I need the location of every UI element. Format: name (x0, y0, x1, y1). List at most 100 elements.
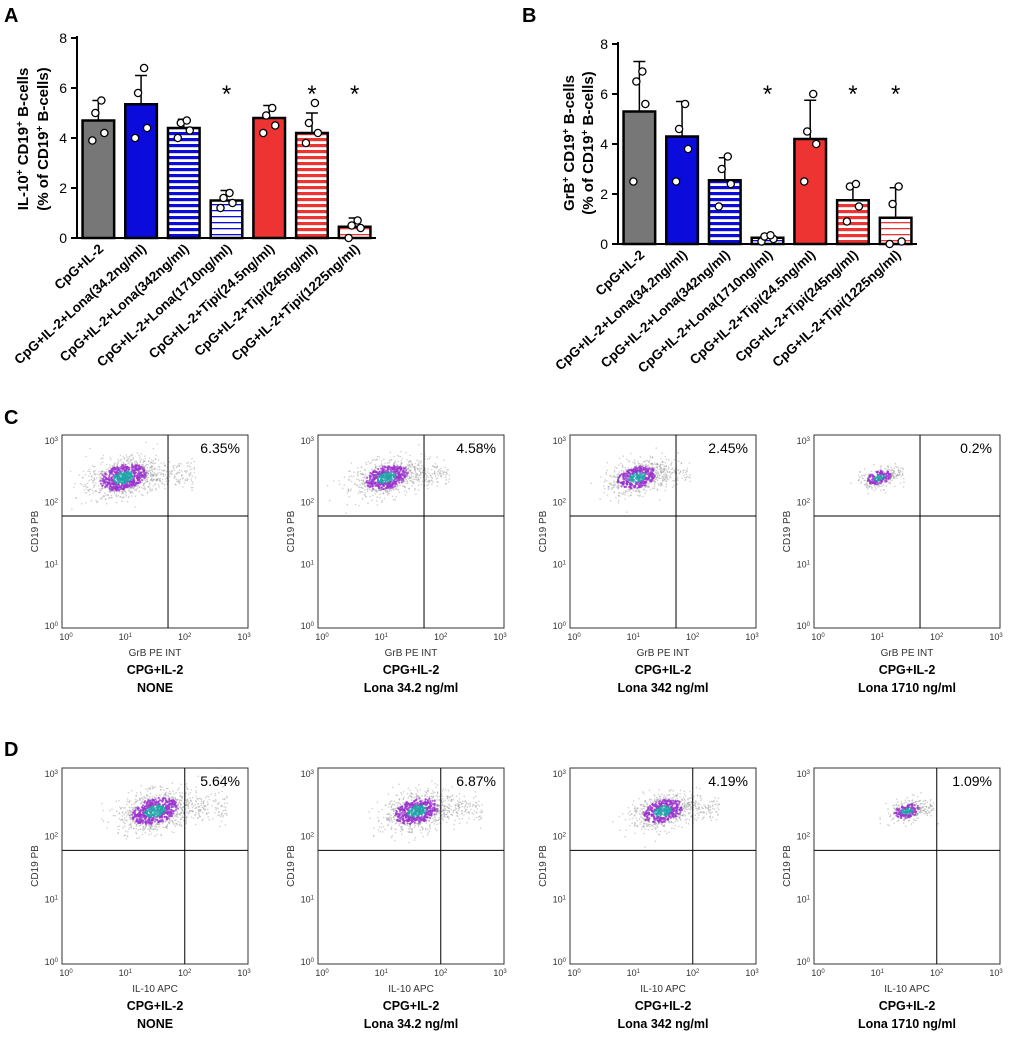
event-dot (365, 479, 369, 482)
event-dot (88, 479, 90, 482)
event-dot (161, 800, 164, 803)
event-dot (126, 819, 128, 822)
event-dot (150, 478, 153, 481)
event-dot (418, 825, 420, 827)
event-dot (857, 479, 859, 482)
event-dot (186, 462, 188, 465)
event-dot (356, 478, 358, 481)
event-dot (387, 824, 389, 827)
event-dot (144, 473, 147, 476)
event-dot (897, 469, 899, 472)
event-dot (218, 825, 221, 828)
event-dot (217, 791, 220, 794)
data-point (270, 121, 280, 130)
event-dot (617, 502, 620, 504)
event-dot (388, 459, 391, 462)
event-dot (149, 815, 152, 818)
event-dot (893, 467, 896, 470)
event-dot (179, 799, 181, 801)
event-dot (441, 470, 444, 472)
event-dot (163, 469, 166, 471)
event-dot (438, 472, 441, 475)
event-dot (172, 790, 174, 792)
event-dot (152, 447, 155, 450)
event-dot (415, 787, 417, 789)
data-point (842, 217, 852, 226)
event-dot (222, 814, 224, 817)
event-dot (887, 480, 889, 483)
event-dot (657, 472, 659, 474)
event-dot (361, 482, 364, 484)
event-dot (132, 487, 134, 490)
event-dot (149, 466, 151, 469)
event-dot (181, 477, 184, 480)
event-dot (644, 484, 647, 487)
event-dot (150, 475, 152, 478)
event-dot (156, 474, 158, 476)
event-dot (178, 481, 180, 484)
event-dot (85, 487, 88, 489)
event-dot (648, 461, 650, 464)
event-dot (392, 803, 394, 806)
event-dot (633, 472, 636, 475)
event-dot (84, 483, 86, 486)
event-dot (349, 490, 352, 492)
event-dot (643, 460, 645, 463)
event-dot (679, 471, 681, 474)
event-dot (156, 797, 158, 799)
event-dot (868, 485, 871, 488)
event-dot (172, 810, 175, 813)
event-dot (414, 466, 417, 468)
event-dot (225, 809, 227, 811)
event-dot (363, 476, 366, 479)
event-dot (164, 488, 166, 490)
event-dot (425, 473, 427, 475)
data-point (173, 133, 183, 143)
x-axis-tick: 101 (375, 632, 389, 642)
event-dot (430, 476, 433, 479)
event-dot (628, 489, 631, 492)
event-dot (140, 793, 143, 795)
event-dot (378, 480, 381, 483)
event-dot (107, 467, 110, 470)
event-dot (367, 460, 370, 463)
event-dot (444, 789, 447, 791)
event-dot (395, 476, 398, 479)
data-point (638, 67, 647, 76)
event-dot (887, 476, 891, 479)
event-dot (895, 475, 897, 477)
event-dot (653, 480, 655, 483)
event-dot (197, 817, 199, 819)
event-dot (128, 466, 131, 469)
event-dot (417, 489, 420, 491)
event-dot (612, 484, 615, 487)
event-dot (112, 473, 115, 476)
event-dot (410, 460, 412, 463)
event-dot (662, 471, 665, 473)
event-dot (207, 803, 209, 805)
event-dot (151, 798, 154, 801)
event-dot (883, 475, 886, 478)
event-dot (891, 469, 893, 471)
event-dot (414, 467, 416, 470)
event-dot (138, 799, 141, 802)
event-dot (93, 486, 95, 488)
event-dot (392, 473, 395, 476)
event-dot (139, 791, 142, 794)
event-dot (397, 484, 399, 487)
event-dot (109, 466, 112, 468)
event-dot (408, 476, 411, 478)
event-dot (410, 821, 413, 824)
event-dot (122, 462, 125, 464)
event-dot (607, 486, 610, 488)
event-dot (382, 816, 385, 819)
event-dot (621, 466, 624, 469)
event-dot (111, 488, 114, 491)
event-dot (654, 481, 657, 483)
event-dot (148, 483, 151, 486)
event-dot (658, 499, 661, 501)
event-dot (360, 466, 363, 468)
quadrant-percent: 2.45% (708, 440, 748, 456)
event-dot (394, 840, 396, 842)
event-dot (195, 812, 197, 814)
